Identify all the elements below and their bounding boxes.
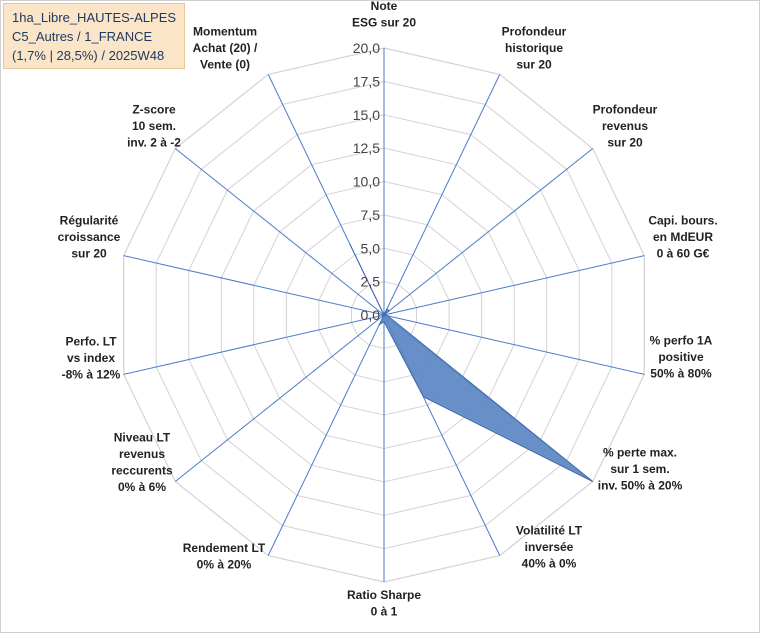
title-line-2: C5_Autres / 1_FRANCE bbox=[12, 29, 153, 44]
axis-label-11: Régularité croissance sur 20 bbox=[58, 214, 121, 261]
axis-label-10: Perfo. LT vs index -8% à 12% bbox=[62, 335, 121, 382]
chart-title-box: 1ha_Libre_HAUTES-ALPES C5_Autres / 1_FRA… bbox=[3, 3, 185, 69]
axis-spoke-10 bbox=[123, 314, 385, 375]
axis-label-12: Z-score 10 sem. inv. 2 à -2 bbox=[127, 103, 181, 150]
series-layer bbox=[349, 243, 594, 482]
axis-spoke-8 bbox=[267, 314, 385, 556]
tick-label: 10,0 bbox=[353, 174, 380, 190]
axis-spoke-11 bbox=[123, 255, 385, 316]
tick-layer: 0,0 2,5 5,0 7,5 10,0 12,5 15,0 17,5 20,0 bbox=[353, 40, 380, 323]
axis-label-layer: Note ESG sur 20 Profondeur historique sur 20… bbox=[58, 0, 718, 618]
tick-label: 17,5 bbox=[353, 73, 380, 89]
axis-spoke-2 bbox=[383, 148, 594, 316]
title-line-3: (1,7% | 28,5%) / 2025W48 bbox=[12, 48, 165, 63]
axis-label-6: Volatilité LT inversée 40% à 0% bbox=[516, 524, 583, 571]
axis-spoke-4 bbox=[383, 314, 645, 375]
axis-label-13: Momentum Achat (20) / Vente (0) bbox=[193, 25, 258, 72]
axis-spoke-3 bbox=[383, 255, 645, 316]
tick-label: 2,5 bbox=[361, 274, 381, 290]
axis-label-4: % perfo 1A positive 50% à 80% bbox=[650, 334, 713, 381]
title-line-1: 1ha_Libre_HAUTES-ALPES bbox=[12, 10, 177, 25]
tick-label: 15,0 bbox=[353, 107, 380, 123]
axis-label-5: % perte max. sur 1 sem. inv. 50% à 20% bbox=[598, 446, 683, 493]
axis-spoke-1 bbox=[383, 74, 501, 316]
spoke-layer bbox=[123, 48, 645, 582]
tick-label: 7,5 bbox=[361, 207, 381, 223]
axis-label-3: Capi. bours. en MdEUR 0 à 60 G€ bbox=[648, 214, 717, 261]
axis-label-9: Niveau LT revenus reccurents 0% à 6% bbox=[111, 430, 173, 494]
tick-label: 5,0 bbox=[361, 240, 381, 256]
tick-label: 0,0 bbox=[361, 307, 381, 323]
tick-label: 12,5 bbox=[353, 140, 380, 156]
axis-label-7: Ratio Sharpe 0 à 1 bbox=[347, 588, 421, 619]
axis-label-1: Profondeur historique sur 20 bbox=[502, 25, 567, 72]
axis-label-8: Rendement LT 0% à 20% bbox=[183, 541, 266, 572]
series-area bbox=[349, 243, 594, 482]
axis-spoke-9 bbox=[174, 314, 385, 482]
axis-spoke-12 bbox=[174, 148, 385, 316]
tick-label: 20,0 bbox=[353, 40, 380, 56]
axis-label-2: Profondeur revenus sur 20 bbox=[593, 103, 658, 150]
axis-label-0: Note ESG sur 20 bbox=[352, 0, 416, 29]
